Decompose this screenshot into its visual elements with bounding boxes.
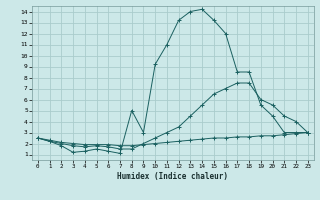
X-axis label: Humidex (Indice chaleur): Humidex (Indice chaleur): [117, 172, 228, 181]
